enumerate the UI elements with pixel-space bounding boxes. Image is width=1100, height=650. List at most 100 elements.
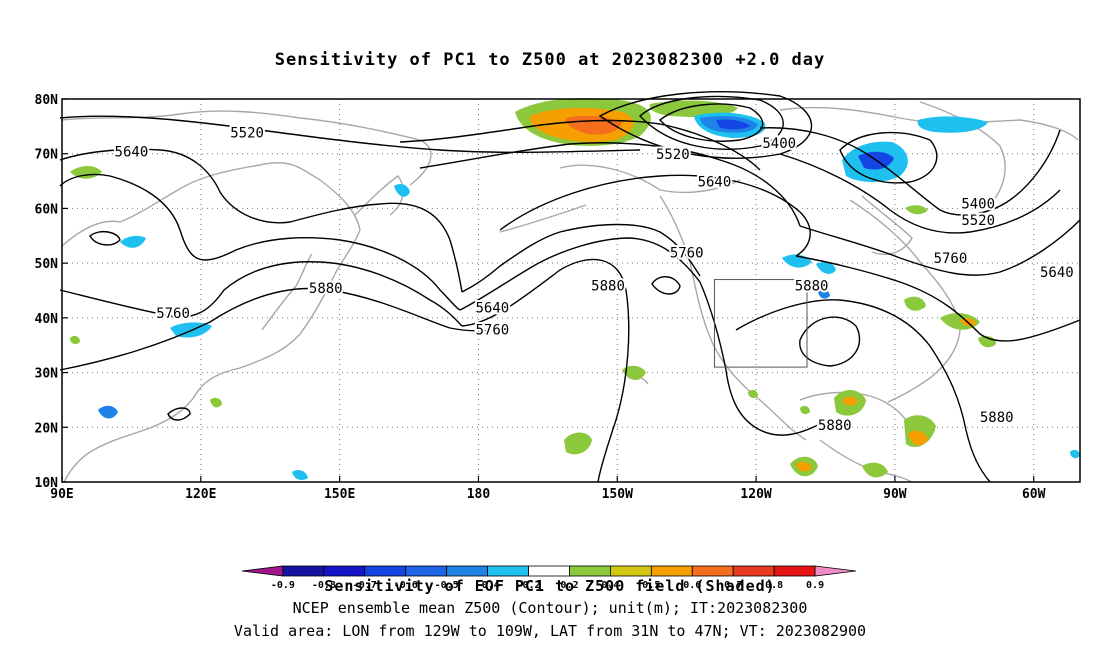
contour-low-hudson [839, 131, 938, 184]
contour-5520-east [779, 153, 1061, 234]
contour-label: 5760 [670, 246, 704, 262]
x-tick-label: 90E [50, 487, 73, 502]
colorbar-label: 0.4 [601, 580, 619, 591]
shade-mexico-orange [796, 461, 812, 472]
contour-closed-west [89, 230, 121, 246]
contour-5640-west [59, 148, 463, 293]
sensitivity-shading [70, 98, 1080, 480]
coast-alaska [559, 164, 741, 194]
y-tick-label: 40N [35, 312, 59, 327]
shade-gulf-orange [842, 396, 858, 406]
colorbar-label: 0.6 [683, 580, 701, 591]
coast-japan [261, 253, 313, 331]
colorbar-label: -0.8 [312, 580, 336, 591]
contour-5640-ridge [461, 223, 701, 293]
y-tick-label: 30N [35, 367, 59, 382]
shade-taiwan-green [210, 397, 222, 408]
colorbar-swatch [364, 565, 407, 577]
contour-closed-pacific [651, 276, 681, 295]
contour-5760-south [59, 287, 511, 371]
colorbar-label: 0.2 [560, 580, 578, 591]
coast-central-america [819, 439, 913, 483]
coast-north-america-west [659, 195, 807, 441]
y-axis-ticks: 10N 20N 30N 40N 50N 60N 70N 80N [35, 93, 68, 491]
caption-shaded: Sensitivity of EOF PC1 to Z500 field (Sh… [324, 577, 776, 595]
colorbar-swatch [446, 565, 488, 577]
contour-label: 5640 [475, 300, 509, 316]
shade-kamchatka-blue [394, 184, 410, 197]
colorbar-swatch [405, 565, 448, 577]
colorbar-swatch [528, 565, 570, 577]
caption-valid-area: Valid area: LON from 129W to 109W, LAT f… [233, 622, 867, 640]
shade-cam-green [862, 462, 888, 478]
colorbar-swatch [569, 565, 611, 577]
contour-5400-east [759, 127, 1061, 216]
shade-lakes-blue-2 [818, 289, 830, 299]
contour-5880-west [59, 261, 463, 327]
colorbar-swatch [487, 565, 529, 577]
contour-5760-west [59, 173, 461, 311]
y-tick-label: 50N [35, 257, 59, 272]
shade-west-green [70, 166, 102, 179]
shade-low-blue-dark [716, 119, 750, 130]
contour-low-1 [658, 103, 764, 142]
contour-label: 5520 [961, 213, 995, 229]
contour-5880-us [735, 299, 991, 483]
x-axis-ticks: 90E 120E 150E 180 150W 120W 90W 60W [50, 476, 1046, 502]
contour-label: 5880 [980, 410, 1014, 426]
colorbar-end-low [241, 565, 284, 577]
valid-area-box [713, 279, 808, 368]
contour-label: 5760 [156, 306, 190, 322]
contour-5880-pacific [461, 258, 630, 483]
contour-5760-north [499, 174, 811, 257]
shade-small-green-2 [800, 405, 810, 415]
contour-label: 5880 [591, 279, 625, 295]
coast-aleutians [499, 204, 587, 233]
contour-label: 5400 [961, 196, 995, 212]
contour-5640-north [419, 142, 801, 227]
shade-labrador-green [905, 205, 928, 215]
shade-phil-blue [292, 470, 308, 480]
coast-gulf [799, 391, 913, 431]
contour-label: 5640 [698, 175, 732, 191]
colorbar-swatch [732, 565, 775, 577]
shade-small-green-1 [748, 389, 758, 399]
colorbar-label: 0.8 [765, 580, 783, 591]
colorbar-label: -0.9 [271, 580, 295, 591]
contour-5520-west [59, 115, 641, 154]
shade-mongolia-blue [120, 235, 146, 248]
shade-lakes-blue [816, 262, 836, 274]
y-tick-label: 80N [35, 93, 59, 108]
colorbar-label: -0.7 [353, 580, 377, 591]
z500-contours [59, 91, 1081, 483]
contour-label: 5880 [309, 281, 343, 297]
shade-pacific-green-2 [564, 432, 592, 455]
colorbar-swatch [610, 565, 652, 577]
colorbar-label: -0.4 [476, 580, 500, 591]
y-tick-label: 20N [35, 421, 59, 436]
y-tick-label: 70N [35, 148, 59, 163]
colorbar-swatch [773, 565, 816, 577]
contour-label: 5400 [762, 136, 796, 152]
contour-label: 5640 [1040, 265, 1074, 281]
caption-contour: NCEP ensemble mean Z500 (Contour); unit(… [292, 599, 808, 617]
y-tick-label: 10N [35, 476, 59, 491]
coast-kamchatka [354, 175, 404, 216]
contour-label: 5520 [230, 125, 264, 141]
contour-label: 5640 [115, 144, 149, 160]
contour-label: 5520 [656, 147, 690, 163]
colorbar-end-high [814, 565, 857, 577]
colorbar-label: -0.5 [435, 580, 459, 591]
colorbar-label: -0.6 [394, 580, 418, 591]
plot-frame [61, 98, 1081, 483]
coast-hudson-bay [861, 195, 913, 256]
x-tick-label: 150W [602, 487, 633, 502]
x-tick-label: 90W [883, 487, 907, 502]
chart-title: Sensitivity of PC1 to Z500 at 2023082300… [274, 50, 826, 70]
colorbar-swatch [323, 565, 366, 577]
shade-small-blue-east [1070, 449, 1080, 459]
shade-pacific-green-1 [622, 365, 646, 380]
coast-greenland [919, 101, 1006, 201]
colorbar-label: -0.2 [516, 580, 540, 591]
